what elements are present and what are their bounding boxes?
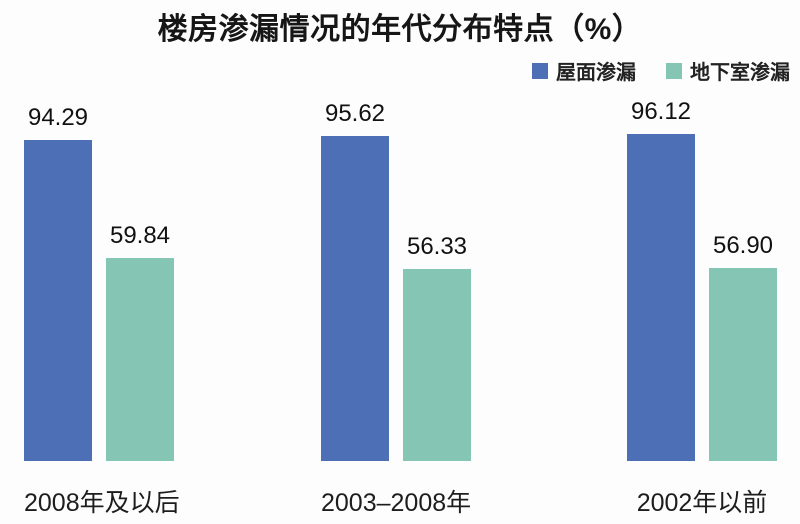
value-label-roof-leak-1: 94.29 [27, 103, 89, 131]
value-label-roof-leak-2: 95.62 [324, 99, 386, 127]
bar-basement-leak-2 [403, 269, 471, 461]
value-label-roof-leak-3: 96.12 [630, 97, 692, 125]
xaxis-label-2: 2003–2008年 [321, 489, 472, 517]
bar-basement-leak-3 [709, 268, 777, 461]
bar-basement-leak-1 [106, 258, 174, 461]
bar-col-roof-leak-2: 95.62 [321, 99, 389, 461]
legend-swatch-roof-leak [532, 62, 548, 79]
bar-col-basement-leak-3: 56.90 [709, 231, 777, 461]
value-label-basement-leak-3: 56.90 [712, 231, 774, 259]
xaxis-label-1: 2008年及以后 [24, 489, 180, 517]
bar-roof-leak-1 [24, 140, 92, 461]
legend-item-roof-leak: 屋面渗漏 [532, 56, 636, 85]
bar-group-3: 96.12 56.90 [627, 97, 777, 461]
legend-swatch-basement-leak [666, 62, 682, 79]
bar-col-basement-leak-2: 56.33 [403, 232, 471, 461]
xaxis-label-3: 2002年以前 [636, 489, 768, 517]
legend: 屋面渗漏 地下室渗漏 [532, 56, 790, 85]
bar-roof-leak-2 [321, 136, 389, 461]
bar-col-basement-leak-1: 59.84 [106, 221, 174, 461]
legend-label-roof-leak: 屋面渗漏 [556, 62, 636, 84]
bar-roof-leak-3 [627, 134, 695, 461]
bar-group-2: 95.62 56.33 [321, 99, 471, 461]
legend-label-basement-leak: 地下室渗漏 [690, 62, 790, 84]
chart-title: 楼房渗漏情况的年代分布特点（%） [157, 13, 643, 46]
bar-col-roof-leak-1: 94.29 [24, 103, 92, 461]
legend-item-basement-leak: 地下室渗漏 [666, 56, 790, 85]
bar-col-roof-leak-3: 96.12 [627, 97, 695, 461]
bar-group-1: 94.29 59.84 [24, 103, 174, 461]
value-label-basement-leak-2: 56.33 [406, 232, 468, 260]
value-label-basement-leak-1: 59.84 [109, 221, 171, 249]
